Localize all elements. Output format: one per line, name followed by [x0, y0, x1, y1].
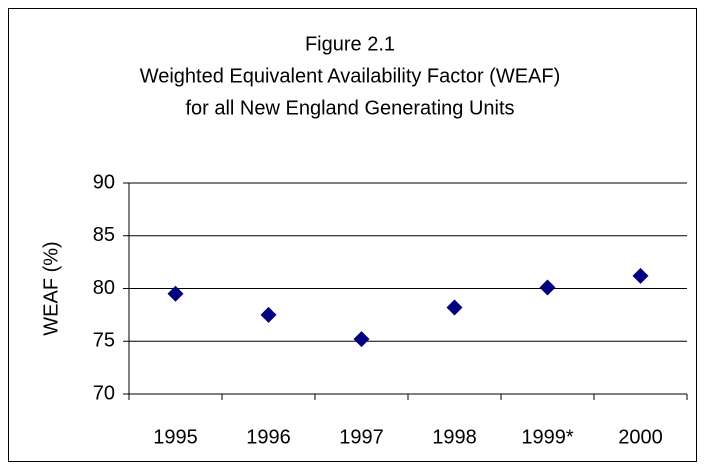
point: [632, 267, 649, 284]
x-tick-label: 1997: [339, 426, 384, 448]
point: [260, 306, 277, 323]
y-tick-label: 80: [93, 277, 115, 299]
x-tick-label: 1995: [153, 426, 198, 448]
point: [353, 331, 370, 348]
chart-title: Weighted Equivalent Availability Factor …: [140, 65, 561, 87]
y-tick-label: 75: [93, 330, 115, 352]
x-tick-label: 1998: [432, 426, 477, 448]
point: [539, 279, 556, 296]
x-tick-label: 2000: [618, 426, 663, 448]
chart-border: [8, 8, 697, 462]
x-tick-label: 1999*: [521, 426, 573, 448]
x-tick-label: 1996: [246, 426, 291, 448]
y-tick-label: 70: [93, 382, 115, 404]
y-tick-label: 90: [93, 171, 115, 193]
point: [167, 285, 184, 302]
chart-title: Figure 2.1: [305, 33, 395, 55]
chart-title: for all New England Generating Units: [185, 97, 514, 119]
y-tick-label: 85: [93, 224, 115, 246]
y-axis-label: WEAF (%): [40, 241, 62, 335]
point: [446, 299, 463, 316]
